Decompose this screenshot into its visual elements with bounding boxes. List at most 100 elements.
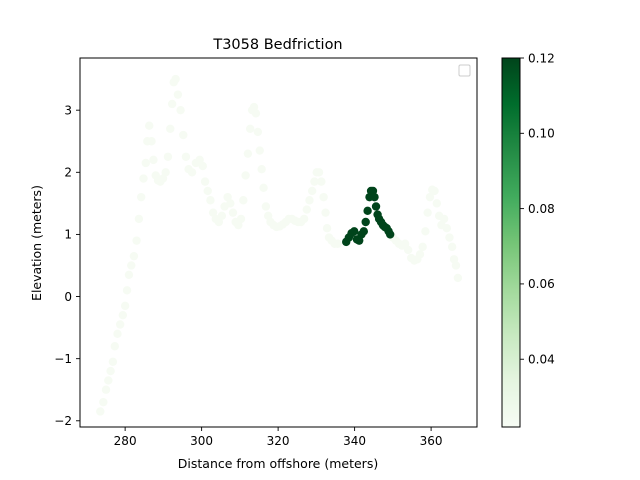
colorbar [501,57,521,428]
data-point [432,199,442,208]
colorbar-tick-label: 0.12 [528,51,555,65]
data-point [108,357,118,366]
data-point [243,149,253,158]
data-point [101,385,111,394]
data-point [236,214,246,224]
colorbar-tick-label: 0.08 [528,202,555,216]
data-point [99,397,108,407]
data-point [442,224,451,233]
data-point [447,242,457,252]
data-point [136,192,146,202]
data-point [371,202,381,211]
x-tick-label: 300 [190,434,213,448]
data-point [257,165,266,174]
data-point [228,208,238,217]
y-tick-label: −1 [54,352,72,366]
data-point [253,127,263,137]
data-point [96,407,105,416]
data-point [299,214,309,224]
x-tick-label: 320 [267,434,290,448]
colorbar-tick-label: 0.06 [528,277,555,291]
data-point [147,137,156,146]
data-point [120,301,130,311]
data-point [439,214,449,224]
data-point [425,192,435,202]
data-point [161,168,170,177]
data-point [141,158,150,168]
data-point [134,214,144,224]
data-point [259,183,268,193]
data-point [122,286,132,295]
data-point [181,152,191,161]
data-point [319,192,328,202]
colorbar-ticks: 0.04 0.06 0.08 0.10 0.12 [520,51,555,367]
data-point [104,376,113,385]
data-point [400,239,410,248]
data-point [173,90,183,99]
data-point [302,205,311,214]
y-axis: −2 −1 0 1 2 3 [54,103,80,428]
data-point [106,366,115,376]
x-tick-label: 280 [114,434,137,448]
data-point [322,224,332,233]
data-point [310,177,319,186]
scatter-points [96,74,463,416]
data-point [206,196,215,205]
y-tick-label: 0 [64,290,72,304]
data-point [129,251,139,261]
data-point [139,174,148,183]
y-tick-label: 3 [64,103,72,117]
legend-box[interactable] [458,64,471,77]
data-point [361,217,370,227]
data-point [251,109,261,118]
data-point [163,152,173,161]
y-tick-label: −2 [54,414,72,428]
data-point [198,161,207,171]
data-point [418,242,427,252]
data-point [430,186,439,196]
data-point [321,208,330,217]
data-point [403,245,413,255]
data-point [333,239,342,248]
data-point [187,168,197,177]
data-point [255,146,264,155]
data-point [370,192,379,202]
data-point [214,217,224,227]
data-point [421,227,430,236]
data-point [445,233,454,242]
data-point [314,168,324,177]
data-point [239,196,248,205]
data-point [241,171,250,180]
data-point [363,206,372,216]
data-point [451,261,461,270]
data-point [166,124,175,134]
x-axis-label: Distance from offshore (meters) [178,456,378,471]
data-point [415,250,425,259]
data-point [113,329,122,339]
data-point [149,155,158,165]
data-point [246,124,255,134]
data-point [226,199,235,208]
data-point [317,177,326,186]
data-point [124,270,134,279]
data-point [132,236,141,245]
data-point [453,273,463,283]
colorbar-tick-label: 0.04 [528,353,555,367]
data-point [305,196,314,205]
x-tick-label: 340 [343,434,366,448]
data-point [350,227,359,236]
data-point [359,227,368,236]
data-point [145,121,154,130]
y-tick-label: 1 [64,228,72,242]
data-point [176,105,185,115]
data-point [179,130,188,140]
chart-title: T3058 Bedfriction [212,37,342,53]
data-point [127,261,136,270]
data-point [423,208,432,217]
x-axis: 280 300 320 340 360 [114,427,443,448]
data-point [195,155,204,165]
data-point [110,342,120,351]
data-point [167,99,177,109]
data-point [385,230,395,239]
